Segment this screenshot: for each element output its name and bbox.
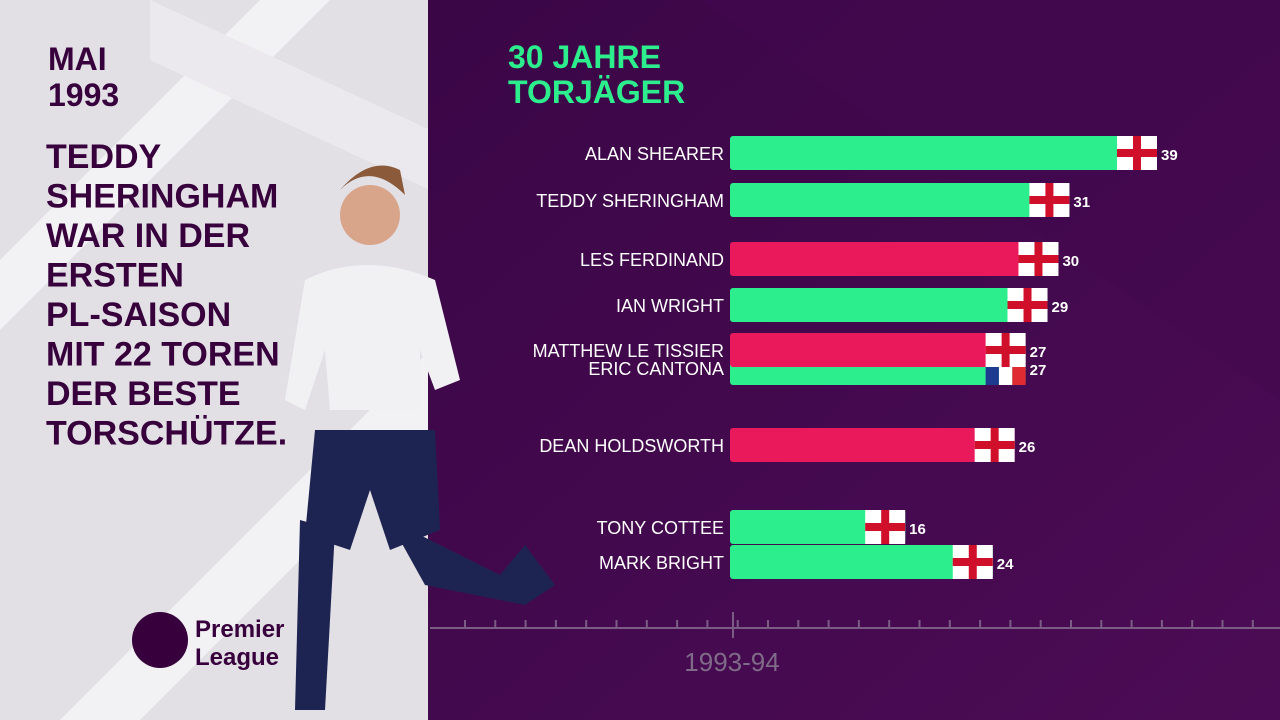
pl-logo: Premier League [132, 612, 284, 671]
caption-line: WAR IN DER [46, 217, 250, 255]
stripe [150, 0, 430, 190]
flag-cross [952, 558, 993, 566]
bar-group: 31 TEDDY SHERINGHAM [536, 183, 1090, 217]
bar [730, 288, 1048, 322]
value-label: 24 [997, 556, 1014, 573]
bar [730, 136, 1157, 170]
flag-cross [865, 523, 906, 531]
caption-line: TORSCHÜTZE. [46, 415, 287, 453]
flag-cross [1018, 255, 1059, 263]
category-label: TEDDY SHERINGHAM [536, 191, 724, 211]
bar [730, 333, 1026, 367]
bar-group: 29 IAN WRIGHT [616, 288, 1068, 322]
caption-line: PL-SAISON [46, 296, 231, 334]
title-line: TORJÄGER [508, 74, 685, 110]
caption-line: SHERINGHAM [46, 178, 278, 216]
period-label: 1993-94 [684, 647, 779, 677]
bar-group: 30 LES FERDINAND [580, 242, 1079, 276]
category-label: IAN WRIGHT [616, 296, 724, 316]
category-label: ERIC CANTONA [588, 359, 724, 379]
value-label: 31 [1073, 194, 1090, 211]
bars: 39 ALAN SHEARER 31 TEDDY SHERINGHAM 30 LES FE… [533, 136, 1178, 579]
bar [730, 545, 993, 579]
bar-group: 26 DEAN HOLDSWORTH [539, 428, 1035, 462]
value-label: 29 [1052, 299, 1069, 316]
flag-cross [1007, 301, 1048, 309]
category-label: DEAN HOLDSWORTH [539, 436, 724, 456]
bar-group: 27 MATTHEW LE TISSIER [533, 333, 1047, 367]
flag-cross [985, 346, 1026, 354]
title-line: 30 JAHRE [508, 39, 661, 75]
category-label: MARK BRIGHT [599, 553, 724, 573]
bar-group: 24 MARK BRIGHT [599, 545, 1014, 579]
logo-text: League [195, 644, 279, 671]
flag-cross [1029, 196, 1070, 204]
flag-cross [974, 441, 1015, 449]
value-label: 27 [1030, 362, 1047, 379]
category-label: TONY COTTEE [597, 518, 724, 538]
bar [730, 428, 1015, 462]
timeline: 1993-94 [430, 612, 1280, 677]
bar-group: 16 TONY COTTEE [597, 510, 926, 544]
value-label: 16 [909, 521, 926, 538]
category-label: ALAN SHEARER [585, 144, 724, 164]
flag-cross [1117, 149, 1157, 157]
bar [730, 242, 1059, 276]
player [285, 165, 555, 710]
bar-group: 39 ALAN SHEARER [585, 136, 1178, 170]
caption-line: DER BESTE [46, 375, 241, 413]
bar [730, 183, 1070, 217]
value-label: 39 [1161, 147, 1178, 164]
date-line: MAI [48, 41, 107, 77]
value-label: 30 [1062, 253, 1079, 270]
logo-text: Premier [195, 616, 284, 643]
date-line: 1993 [48, 77, 119, 113]
category-label: MATTHEW LE TISSIER [533, 341, 724, 361]
value-label: 26 [1019, 439, 1036, 456]
bar [730, 510, 906, 544]
category-label: LES FERDINAND [580, 250, 724, 270]
caption-line: MIT 22 TOREN [46, 336, 280, 374]
caption-line: TEDDY [46, 138, 162, 176]
caption-line: ERSTEN [46, 257, 184, 295]
value-label: 27 [1030, 344, 1047, 361]
